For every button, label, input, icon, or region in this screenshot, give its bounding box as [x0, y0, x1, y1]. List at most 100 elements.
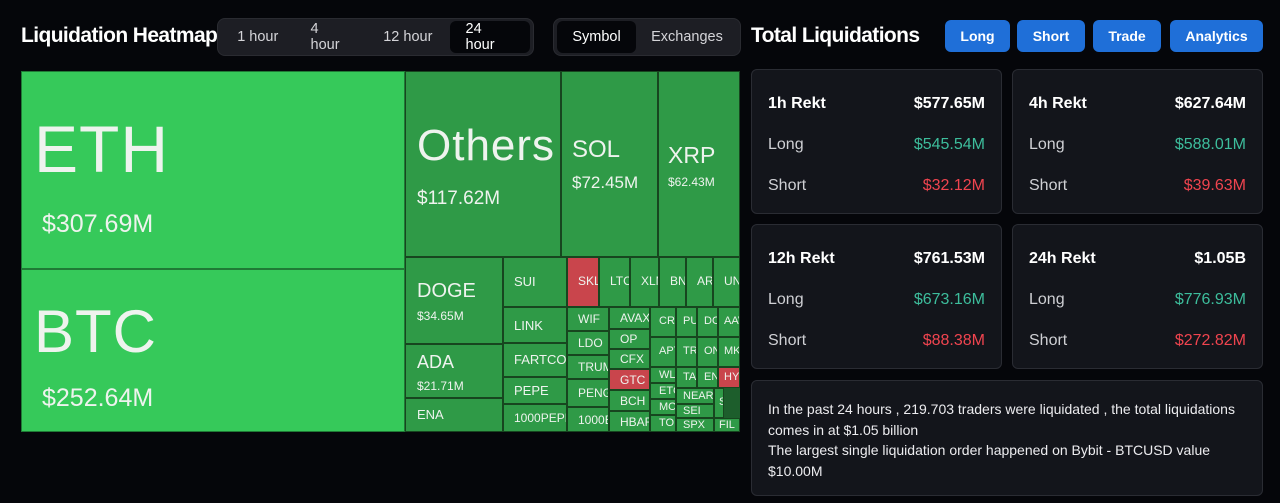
treemap-tile-sushi[interactable]: SUSHI — [714, 388, 724, 418]
treemap-tile-aave[interactable]: AAVE — [718, 307, 740, 337]
short-value: $39.63M — [1183, 177, 1246, 194]
treemap-tile-bnb[interactable]: BNB — [659, 257, 686, 307]
tile-symbol: SUSHI — [719, 397, 723, 408]
treemap-tile-tao[interactable]: TAO — [676, 367, 697, 388]
treemap-tile-xlm[interactable]: XLM — [630, 257, 659, 307]
trade-button[interactable]: Trade — [1093, 20, 1161, 52]
short-value: $272.82M — [1174, 332, 1246, 349]
tile-symbol: UNI — [724, 274, 739, 288]
treemap-tile-mog[interactable]: MOG — [650, 399, 676, 415]
tile-symbol: TON — [659, 417, 675, 429]
treemap-tile-link[interactable]: LINK — [503, 307, 567, 343]
treemap-tile-arb[interactable]: ARB — [686, 257, 713, 307]
total-liquidations-title: Total Liquidations — [751, 24, 920, 47]
treemap-tile-ondo[interactable]: ONDO — [697, 337, 718, 367]
treemap-tile-ens[interactable]: ENS — [697, 367, 718, 388]
treemap-tile-sui[interactable]: SUI — [503, 257, 567, 307]
treemap-tile-eth[interactable]: ETH $307.69M — [21, 71, 405, 269]
tile-symbol: ONDO — [704, 345, 717, 357]
treemap-tile-op[interactable]: OP — [609, 329, 650, 349]
treemap-tile-1000pepe[interactable]: 1000PEPE — [503, 404, 567, 432]
treemap-tile-pengu[interactable]: PENGU — [567, 379, 609, 407]
short-label: Short — [768, 332, 807, 349]
tile-symbol: FIL — [719, 419, 735, 431]
tile-value: $72.45M — [572, 173, 639, 192]
tile-symbol: GTC — [620, 373, 646, 387]
summary-line-1: In the past 24 hours , 219.703 traders w… — [768, 401, 1235, 438]
treemap-tile-bch[interactable]: BCH — [609, 390, 650, 411]
long-label: Long — [768, 136, 804, 153]
treemap-tile-hype[interactable]: HYPE — [718, 367, 740, 388]
tile-symbol: APT — [659, 345, 675, 357]
tab-exchanges[interactable]: Exchanges — [651, 29, 723, 45]
treemap-tile-ena[interactable]: ENA — [405, 398, 503, 432]
tile-symbol: 1000PEPE — [514, 411, 567, 425]
stat-title: 24h Rekt — [1029, 250, 1096, 267]
treemap-tile-spx[interactable]: SPX — [676, 418, 714, 432]
treemap-tile-ada[interactable]: ADA $21.71M — [405, 344, 503, 398]
treemap-tile-others[interactable]: Others $117.62M — [405, 71, 561, 257]
treemap-tile-trump[interactable]: TRUMP — [567, 355, 609, 379]
tab-12-hour[interactable]: 12 hour — [383, 29, 433, 45]
treemap-tile-ltc[interactable]: LTC — [599, 257, 630, 307]
tile-symbol: XLM — [641, 274, 658, 288]
tile-value: $62.43M — [668, 175, 715, 189]
stat-title: 4h Rekt — [1029, 95, 1087, 112]
tile-symbol: PEPE — [514, 383, 549, 398]
treemap-tile-cfx[interactable]: CFX — [609, 349, 650, 369]
stat-card-24h: 24h Rekt $1.05B Long $776.93M Short $272.82… — [1012, 224, 1263, 369]
short-label: Short — [768, 177, 807, 194]
treemap-tile-1000bonk[interactable]: 1000BONK — [567, 407, 609, 432]
tile-symbol: ETH — [34, 112, 169, 186]
long-value: $545.54M — [913, 136, 985, 153]
treemap-tile-sei[interactable]: SEI — [676, 404, 714, 418]
treemap-tile-doge[interactable]: DOGE $34.65M — [405, 257, 503, 344]
treemap-tile-ldo[interactable]: LDO — [567, 331, 609, 355]
stat-total: $761.53M — [913, 250, 985, 267]
treemap-tile-fil[interactable]: FIL — [714, 418, 740, 432]
tile-symbol: SEI — [683, 405, 701, 417]
tile-symbol: MOG — [659, 401, 676, 413]
treemap-tile-xrp[interactable]: XRP $62.43M — [658, 71, 740, 257]
tab-4-hour[interactable]: 4 hour — [310, 21, 340, 53]
treemap-tile-pepe[interactable]: PEPE — [503, 377, 567, 404]
treemap-tile-avax[interactable]: AVAX — [609, 307, 650, 329]
tile-symbol: SOL — [572, 136, 621, 163]
treemap-tile-dot[interactable]: DOT — [697, 307, 718, 337]
long-button[interactable]: Long — [945, 20, 1010, 52]
treemap-tile-wif[interactable]: WIF — [567, 307, 609, 331]
treemap-tile-mkr[interactable]: MKR — [718, 337, 740, 367]
stat-total: $627.64M — [1174, 95, 1246, 112]
tile-symbol: 1000BONK — [578, 413, 608, 427]
tile-symbol: LTC — [610, 274, 630, 288]
tile-symbol: BCH — [620, 394, 646, 408]
tile-symbol: TAO — [683, 371, 697, 383]
treemap-tile-apt[interactable]: APT — [650, 337, 676, 367]
tab-1-hour[interactable]: 1 hour — [237, 29, 279, 45]
short-button[interactable]: Short — [1017, 20, 1085, 52]
treemap-tile-sol[interactable]: SOL $72.45M — [561, 71, 658, 257]
treemap-tile-skl[interactable]: SKL — [567, 257, 599, 307]
treemap-tile-hbar[interactable]: HBAR — [609, 411, 650, 432]
tab-symbol[interactable]: Symbol — [557, 21, 636, 53]
liquidation-summary: In the past 24 hours , 219.703 traders w… — [751, 380, 1263, 496]
tile-symbol: XRP — [668, 142, 716, 168]
treemap-tile-wld[interactable]: WLD — [650, 367, 676, 383]
treemap-tile-pump[interactable]: PUMP — [676, 307, 697, 337]
treemap-tile-trx[interactable]: TRX — [676, 337, 697, 367]
treemap-tile-etc[interactable]: ETC — [650, 383, 676, 399]
long-label: Long — [1029, 136, 1065, 153]
analytics-button[interactable]: Analytics — [1170, 20, 1263, 52]
long-value: $673.16M — [913, 291, 985, 308]
tab-24-hour[interactable]: 24 hour — [449, 21, 531, 53]
tile-symbol: AVAX — [620, 311, 650, 325]
treemap-tile-ton[interactable]: TON — [650, 415, 676, 432]
treemap-tile-fartcoin[interactable]: FARTCOIN — [503, 343, 567, 377]
treemap-tile-gtc[interactable]: GTC — [609, 369, 650, 390]
treemap-tile-btc[interactable]: BTC $252.64M — [21, 269, 405, 432]
tile-symbol: WIF — [578, 312, 600, 326]
long-label: Long — [1029, 291, 1065, 308]
treemap-tile-near[interactable]: NEAR — [676, 388, 714, 404]
treemap-tile-uni[interactable]: UNI — [713, 257, 740, 307]
treemap-tile-crv[interactable]: CRV — [650, 307, 676, 337]
